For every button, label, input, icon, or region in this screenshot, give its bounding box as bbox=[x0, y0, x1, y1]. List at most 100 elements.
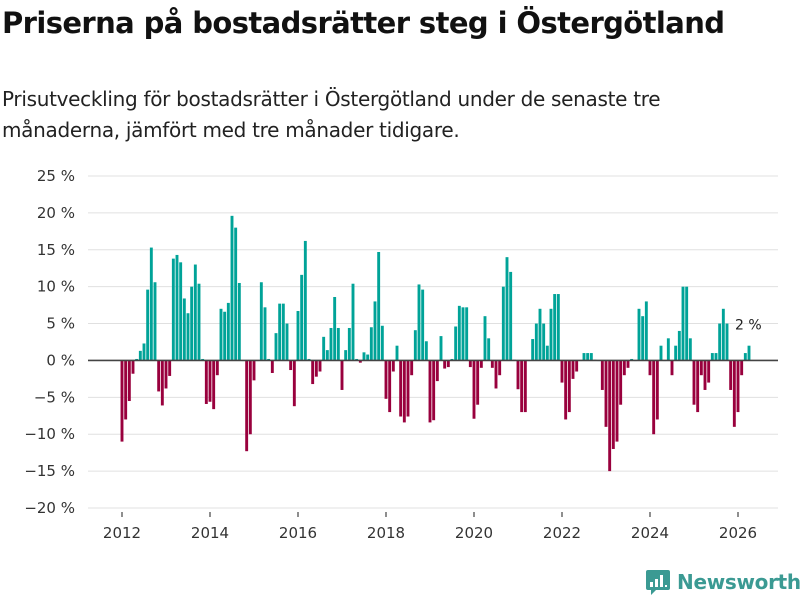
bar bbox=[501, 286, 505, 361]
bar bbox=[655, 360, 659, 420]
bar bbox=[652, 360, 656, 435]
bar-chart-logo-icon bbox=[646, 570, 670, 595]
bar bbox=[553, 294, 557, 361]
bar bbox=[564, 360, 568, 420]
bar bbox=[637, 308, 641, 361]
bar bbox=[586, 353, 590, 361]
y-tick-label: −20 % bbox=[24, 499, 75, 517]
bar bbox=[538, 308, 542, 361]
bar bbox=[164, 360, 168, 389]
bar bbox=[446, 360, 450, 368]
bar bbox=[410, 360, 414, 376]
bar bbox=[619, 360, 623, 405]
x-tick-label: 2016 bbox=[279, 524, 317, 542]
y-tick-label: 20 % bbox=[37, 204, 75, 222]
bar bbox=[373, 301, 377, 361]
bar bbox=[582, 353, 586, 361]
bar bbox=[138, 350, 142, 361]
bar bbox=[399, 360, 403, 417]
bar bbox=[212, 360, 216, 410]
bar bbox=[626, 360, 630, 368]
bar bbox=[219, 308, 223, 361]
bar bbox=[472, 360, 476, 419]
bar bbox=[498, 360, 502, 376]
bar bbox=[743, 353, 747, 361]
bar bbox=[318, 360, 322, 372]
chart-subtitle: Prisutveckling för bostadsrätter i Öster… bbox=[2, 87, 661, 142]
bar bbox=[380, 325, 384, 361]
bar bbox=[615, 360, 619, 442]
bar bbox=[490, 360, 494, 368]
chart-title: Priserna på bostadsrätter steg i Östergö… bbox=[2, 6, 725, 40]
bar bbox=[127, 360, 131, 402]
bar bbox=[413, 330, 417, 361]
bar bbox=[443, 360, 447, 369]
bar bbox=[659, 345, 663, 361]
bar bbox=[476, 360, 480, 405]
x-tick-label: 2024 bbox=[631, 524, 669, 542]
bar bbox=[204, 360, 208, 404]
bar bbox=[171, 258, 175, 361]
bar bbox=[237, 282, 241, 361]
bar bbox=[395, 345, 399, 361]
bar bbox=[457, 305, 461, 361]
bar bbox=[604, 360, 608, 427]
bar bbox=[714, 353, 718, 361]
bar bbox=[505, 257, 509, 361]
bar bbox=[721, 308, 725, 361]
y-tick-label: 0 % bbox=[46, 351, 75, 369]
x-axis: 2012 2014 2016 2018 2020 2022 2024 2026 bbox=[103, 512, 757, 542]
bar bbox=[622, 360, 626, 376]
bar bbox=[311, 360, 315, 385]
bar bbox=[333, 296, 337, 361]
bar bbox=[549, 308, 553, 361]
bar bbox=[435, 360, 439, 382]
bar bbox=[567, 360, 571, 413]
bar bbox=[461, 307, 465, 361]
bar bbox=[406, 360, 410, 417]
bar bbox=[369, 327, 373, 361]
bar bbox=[160, 360, 164, 406]
bar bbox=[710, 353, 714, 361]
bar bbox=[736, 360, 740, 413]
bar bbox=[197, 283, 201, 361]
bar bbox=[142, 343, 146, 361]
bar bbox=[479, 360, 483, 368]
bar bbox=[571, 360, 575, 379]
bar bbox=[729, 360, 733, 390]
bar bbox=[179, 262, 183, 361]
bar bbox=[468, 360, 472, 368]
bar bbox=[454, 326, 458, 361]
bar bbox=[648, 360, 652, 376]
newsworthy-logo: Newsworthy bbox=[645, 568, 800, 596]
bar bbox=[600, 360, 604, 390]
bar bbox=[681, 286, 685, 361]
bar bbox=[270, 360, 274, 373]
bar bbox=[575, 360, 579, 372]
x-tick-label: 2020 bbox=[455, 524, 493, 542]
bar bbox=[248, 360, 252, 435]
y-tick-label: 5 % bbox=[46, 315, 75, 333]
x-tick-label: 2012 bbox=[103, 524, 141, 542]
bar bbox=[157, 360, 161, 392]
bar bbox=[494, 360, 498, 389]
bar bbox=[190, 286, 194, 361]
bar bbox=[314, 360, 318, 377]
last-value-annotation: 2 % bbox=[735, 318, 762, 334]
bar bbox=[384, 360, 388, 399]
bar bbox=[421, 289, 425, 361]
bar bbox=[252, 360, 256, 381]
bar bbox=[223, 311, 227, 361]
gridlines bbox=[88, 175, 778, 509]
bar bbox=[186, 313, 190, 361]
bar bbox=[692, 360, 696, 405]
y-axis-labels: 25 % 20 % 15 % 10 % 5 % 0 % −5 % −10 % −15 % −20 … bbox=[24, 167, 75, 517]
x-tick-label: 2026 bbox=[719, 524, 757, 542]
bar bbox=[296, 311, 300, 361]
bar bbox=[274, 333, 278, 361]
x-tick-label: 2014 bbox=[191, 524, 229, 542]
brand-name: Newsworthy bbox=[677, 570, 800, 594]
bar bbox=[670, 360, 674, 376]
x-tick-label: 2018 bbox=[367, 524, 405, 542]
bar bbox=[432, 360, 436, 421]
